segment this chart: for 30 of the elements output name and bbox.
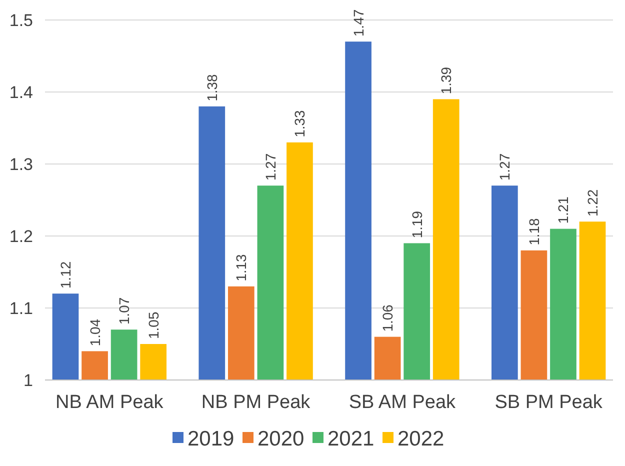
y-tick-label: 1 — [24, 370, 33, 390]
legend-label: 2021 — [328, 427, 374, 450]
x-tick-label: SB PM Peak — [494, 392, 603, 413]
data-label: 1.27 — [496, 153, 513, 181]
legend-label: 2020 — [258, 427, 304, 450]
data-label: 1.22 — [584, 189, 601, 217]
legend-label: 2019 — [188, 427, 234, 450]
data-label: 1.05 — [145, 312, 162, 339]
data-label: 1.21 — [555, 196, 572, 224]
data-label: 1.04 — [86, 318, 103, 346]
data-label: 1.47 — [350, 9, 366, 37]
y-tick-label: 1.1 — [9, 298, 33, 318]
legend-label: 2022 — [398, 427, 444, 450]
data-label: 1.27 — [262, 153, 278, 181]
data-label: 1.07 — [116, 297, 132, 325]
data-label: 1.06 — [380, 304, 396, 332]
data-label: 1.39 — [438, 66, 454, 94]
data-label: 1.33 — [292, 110, 308, 138]
y-tick-label: 1.2 — [9, 226, 33, 246]
x-tick-label: SB AM Peak — [348, 392, 456, 413]
data-label: 1.13 — [233, 254, 250, 282]
x-tick-label: NB PM Peak — [201, 392, 311, 413]
y-tick-label: 1.3 — [9, 154, 33, 174]
data-label: 1.19 — [408, 210, 425, 238]
y-tick-label: 1.5 — [9, 10, 33, 30]
y-tick-label: 1.4 — [9, 82, 33, 102]
data-label: 1.18 — [526, 218, 542, 246]
data-label: 1.38 — [204, 74, 220, 102]
x-tick-label: NB AM Peak — [56, 392, 164, 413]
data-label: 1.12 — [57, 261, 74, 289]
